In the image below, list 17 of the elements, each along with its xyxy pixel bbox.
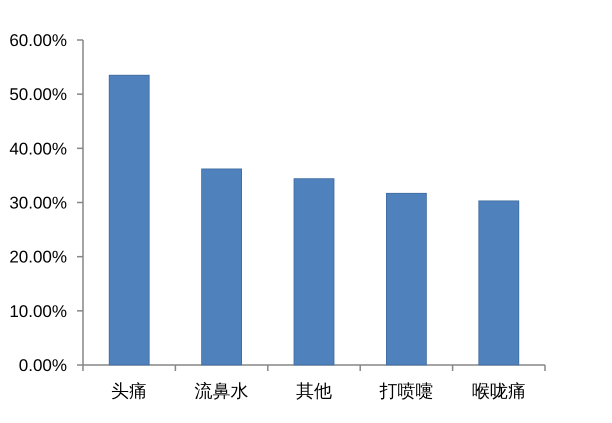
bar	[108, 74, 150, 366]
y-tick-label: 0.00%	[18, 356, 67, 375]
x-tick-label: 流鼻水	[194, 381, 249, 401]
x-tick-label: 其他	[296, 381, 332, 401]
bar	[201, 168, 242, 366]
bar	[294, 178, 334, 366]
x-tick-label: 头痛	[111, 381, 148, 401]
y-tick-label: 30.00%	[9, 194, 67, 212]
bar	[478, 200, 520, 366]
y-tick-label: 20.00%	[9, 248, 67, 267]
y-tick-label: 10.00%	[9, 302, 67, 321]
y-tick-label: 40.00%	[9, 139, 67, 158]
x-tick-label: 打喷嚏	[378, 381, 434, 401]
y-tick-label: 60.00%	[9, 31, 67, 50]
x-tick-label: 喉咙痛	[472, 381, 526, 401]
bar	[386, 192, 427, 366]
y-tick-label: 50.00%	[9, 85, 67, 104]
